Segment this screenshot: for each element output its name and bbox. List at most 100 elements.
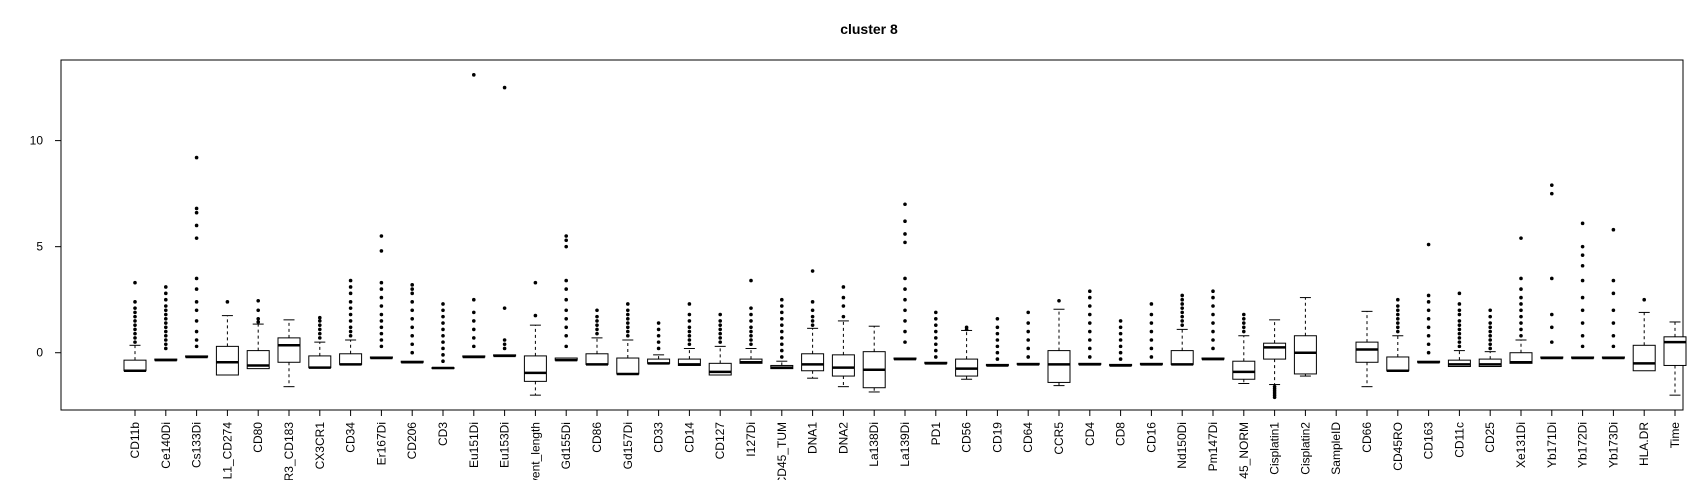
outlier-point [903,319,907,323]
outlier-point [1118,338,1123,342]
outlier-point [164,291,168,296]
outlier-point [348,278,353,283]
outlier-point [995,331,1000,336]
outlier-point [780,336,784,340]
outlier-point [1149,329,1154,334]
box-iqr [277,337,301,363]
outlier-point [410,333,415,338]
outlier-point [194,308,199,313]
outlier-point [256,316,261,321]
outlier-point [1426,308,1431,313]
outlier-point [934,316,938,321]
outlier-point [718,312,722,317]
box-CD56 [955,325,979,380]
outlier-point [564,297,568,302]
x-category-label: CD64 [1021,422,1035,453]
box-iqr [523,355,547,382]
outlier-point [780,310,784,315]
outlier-point [1211,329,1215,334]
outlier-point [780,304,784,308]
box-CD127 [708,312,732,376]
outlier-point [164,338,168,342]
outlier-point [194,236,199,240]
outlier-point [1580,321,1585,325]
outlier-point [1149,321,1154,325]
outlier-point [1396,308,1400,313]
x-category-label: CX3CR1 [313,422,327,470]
outlier-point [903,329,907,334]
outlier-point [934,323,938,327]
outlier-point [780,323,784,327]
x-category-label: CD206 [405,422,419,460]
outlier-point [194,344,199,349]
outlier-point [903,308,907,313]
x-category-label: CD11c [1452,422,1466,458]
outlier-point [1519,276,1523,281]
outlier-point [1611,291,1616,296]
box-iqr [831,354,855,377]
outlier-point [348,300,353,304]
box-iqr [215,345,239,376]
box-Ce140Di [154,285,178,362]
outlier-point [194,329,199,334]
box-L1_CD274 [215,300,239,376]
outlier-point [1457,308,1462,313]
x-category-label: CD163 [1422,422,1436,460]
box-Er167Di [369,234,393,360]
outlier-point [1550,340,1554,344]
outlier-point [133,336,137,340]
outlier-point [1088,338,1092,342]
outlier-point [256,298,261,303]
outlier-point [1488,314,1492,319]
outlier-point [810,300,815,304]
outlier-point [502,338,507,342]
x-axis: CD11b Ce140Di Cs133Di L1_CD274 CD80 R3_CD183 C… [128,410,1682,480]
outlier-point [995,350,1000,355]
outlier-point [164,285,168,289]
outlier-point [502,85,507,90]
outlier-point [810,269,815,273]
outlier-point [749,325,753,330]
box-CD80 [246,298,270,370]
outlier-point [780,342,784,347]
x-category-label: CCR5 [1052,422,1066,455]
outlier-point [472,73,476,77]
outlier-point [687,329,692,334]
outlier-point [318,327,322,332]
box-iqr [246,350,270,370]
outlier-point [1580,344,1585,349]
outlier-point [995,357,1000,361]
outlier-point [194,287,199,291]
x-category-label: CD127 [713,422,727,460]
outlier-point [533,280,538,285]
outlier-point [595,331,599,336]
outlier-point [564,287,568,291]
box-CD11c [1447,291,1471,368]
x-category-label: Nd150Di [1175,422,1189,469]
outlier-point [656,340,661,344]
outlier-point [1488,329,1492,334]
outlier-point [1026,355,1030,359]
outlier-point [1580,263,1585,268]
outlier-point [1149,302,1154,306]
outlier-point [1088,289,1092,294]
outlier-point [718,319,722,323]
x-category-label: CD4 [1083,422,1097,446]
outlier-point [318,319,322,323]
x-category-label: CD8 [1114,422,1128,446]
outlier-point [841,304,846,308]
outlier-point [133,300,137,304]
outlier-point [1488,325,1492,330]
outlier-point [903,297,907,302]
outlier-point [379,280,384,285]
box-CD4 [1078,289,1102,366]
outlier-point [1180,302,1184,306]
box-iqr [1047,350,1071,383]
outlier-point [1611,333,1616,338]
x-category-label: HLA.DR [1637,422,1651,466]
outlier-point [379,331,384,336]
outlier-point [502,342,507,347]
outlier-point [1550,276,1554,281]
outlier-point [749,312,753,317]
x-category-label: CD11b [128,422,142,459]
